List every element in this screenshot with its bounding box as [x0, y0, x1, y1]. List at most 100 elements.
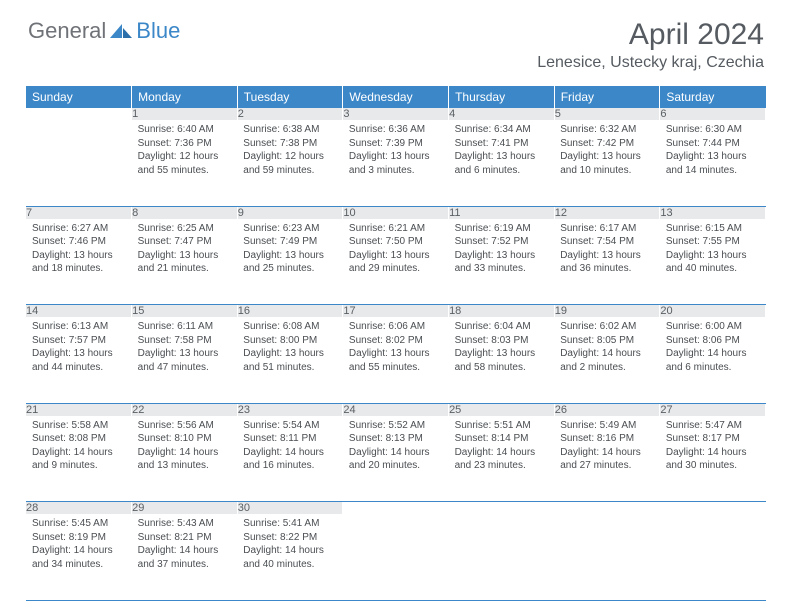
- day-cell: Sunrise: 6:06 AMSunset: 8:02 PMDaylight:…: [343, 317, 449, 403]
- day-cell: Sunrise: 6:38 AMSunset: 7:38 PMDaylight:…: [237, 120, 343, 206]
- sunrise-text: Sunrise: 6:11 AM: [138, 320, 232, 334]
- day-cell: Sunrise: 6:17 AMSunset: 7:54 PMDaylight:…: [554, 219, 660, 305]
- day-cell: Sunrise: 5:41 AMSunset: 8:22 PMDaylight:…: [237, 514, 343, 600]
- sunset-text: Sunset: 8:13 PM: [349, 432, 443, 446]
- day-cell: Sunrise: 6:11 AMSunset: 7:58 PMDaylight:…: [132, 317, 238, 403]
- day-cell: Sunrise: 5:58 AMSunset: 8:08 PMDaylight:…: [26, 416, 132, 502]
- sunrise-text: Sunrise: 6:25 AM: [138, 222, 232, 236]
- sunset-text: Sunset: 8:22 PM: [243, 531, 337, 545]
- day-number: 15: [132, 305, 238, 318]
- day-number: 7: [26, 206, 132, 219]
- day-number: [343, 502, 449, 515]
- day-number: 3: [343, 108, 449, 120]
- daylight-text: Daylight: 13 hours and 51 minutes.: [243, 347, 337, 374]
- week-row: Sunrise: 6:13 AMSunset: 7:57 PMDaylight:…: [26, 317, 766, 403]
- day-cell: [660, 514, 766, 600]
- sunrise-text: Sunrise: 6:27 AM: [32, 222, 126, 236]
- daylight-text: Daylight: 13 hours and 40 minutes.: [666, 249, 760, 276]
- day-cell: Sunrise: 6:00 AMSunset: 8:06 PMDaylight:…: [660, 317, 766, 403]
- sunrise-text: Sunrise: 6:19 AM: [455, 222, 549, 236]
- sunset-text: Sunset: 7:39 PM: [349, 137, 443, 151]
- daylight-text: Daylight: 13 hours and 21 minutes.: [138, 249, 232, 276]
- day-cell: Sunrise: 6:08 AMSunset: 8:00 PMDaylight:…: [237, 317, 343, 403]
- day-number: 10: [343, 206, 449, 219]
- sunset-text: Sunset: 8:06 PM: [666, 334, 760, 348]
- sunrise-text: Sunrise: 6:15 AM: [666, 222, 760, 236]
- day-cell: Sunrise: 6:32 AMSunset: 7:42 PMDaylight:…: [554, 120, 660, 206]
- sunrise-text: Sunrise: 5:47 AM: [666, 419, 760, 433]
- week-row: Sunrise: 6:40 AMSunset: 7:36 PMDaylight:…: [26, 120, 766, 206]
- day-number: 29: [132, 502, 238, 515]
- daylight-text: Daylight: 14 hours and 2 minutes.: [560, 347, 654, 374]
- sunset-text: Sunset: 7:55 PM: [666, 235, 760, 249]
- day-cell: Sunrise: 6:02 AMSunset: 8:05 PMDaylight:…: [554, 317, 660, 403]
- sunset-text: Sunset: 7:52 PM: [455, 235, 549, 249]
- sunset-text: Sunset: 8:08 PM: [32, 432, 126, 446]
- day-cell: Sunrise: 6:13 AMSunset: 7:57 PMDaylight:…: [26, 317, 132, 403]
- title-block: April 2024 Lenesice, Ustecky kraj, Czech…: [537, 18, 764, 72]
- day-cell: [343, 514, 449, 600]
- daylight-text: Daylight: 14 hours and 37 minutes.: [138, 544, 232, 571]
- daylight-text: Daylight: 14 hours and 16 minutes.: [243, 446, 337, 473]
- daynum-row: 123456: [26, 108, 766, 120]
- daylight-text: Daylight: 12 hours and 55 minutes.: [138, 150, 232, 177]
- sunrise-text: Sunrise: 6:40 AM: [138, 123, 232, 137]
- daylight-text: Daylight: 13 hours and 25 minutes.: [243, 249, 337, 276]
- sunrise-text: Sunrise: 6:06 AM: [349, 320, 443, 334]
- sunrise-text: Sunrise: 6:34 AM: [455, 123, 549, 137]
- sunset-text: Sunset: 7:47 PM: [138, 235, 232, 249]
- sunrise-text: Sunrise: 6:36 AM: [349, 123, 443, 137]
- day-cell: Sunrise: 6:30 AMSunset: 7:44 PMDaylight:…: [660, 120, 766, 206]
- sunrise-text: Sunrise: 6:23 AM: [243, 222, 337, 236]
- week-row: Sunrise: 6:27 AMSunset: 7:46 PMDaylight:…: [26, 219, 766, 305]
- day-cell: Sunrise: 5:49 AMSunset: 8:16 PMDaylight:…: [554, 416, 660, 502]
- sunset-text: Sunset: 7:54 PM: [560, 235, 654, 249]
- day-number: 17: [343, 305, 449, 318]
- sunset-text: Sunset: 8:05 PM: [560, 334, 654, 348]
- sunrise-text: Sunrise: 6:30 AM: [666, 123, 760, 137]
- daylight-text: Daylight: 14 hours and 20 minutes.: [349, 446, 443, 473]
- daylight-text: Daylight: 13 hours and 10 minutes.: [560, 150, 654, 177]
- sunrise-text: Sunrise: 6:00 AM: [666, 320, 760, 334]
- weekday-header: Tuesday: [237, 86, 343, 108]
- day-number: 30: [237, 502, 343, 515]
- sunrise-text: Sunrise: 6:13 AM: [32, 320, 126, 334]
- sunrise-text: Sunrise: 5:51 AM: [455, 419, 549, 433]
- weekday-header: Thursday: [449, 86, 555, 108]
- weekday-header: Sunday: [26, 86, 132, 108]
- sunset-text: Sunset: 7:36 PM: [138, 137, 232, 151]
- daylight-text: Daylight: 14 hours and 9 minutes.: [32, 446, 126, 473]
- sunrise-text: Sunrise: 5:43 AM: [138, 517, 232, 531]
- sunset-text: Sunset: 7:44 PM: [666, 137, 760, 151]
- day-cell: [26, 120, 132, 206]
- sunset-text: Sunset: 8:14 PM: [455, 432, 549, 446]
- weekday-header: Monday: [132, 86, 238, 108]
- day-cell: Sunrise: 6:27 AMSunset: 7:46 PMDaylight:…: [26, 219, 132, 305]
- day-cell: Sunrise: 5:47 AMSunset: 8:17 PMDaylight:…: [660, 416, 766, 502]
- sunset-text: Sunset: 8:19 PM: [32, 531, 126, 545]
- daylight-text: Daylight: 13 hours and 44 minutes.: [32, 347, 126, 374]
- weekday-header: Wednesday: [343, 86, 449, 108]
- daynum-row: 14151617181920: [26, 305, 766, 318]
- page-title: April 2024: [537, 18, 764, 52]
- daylight-text: Daylight: 14 hours and 13 minutes.: [138, 446, 232, 473]
- sunset-text: Sunset: 7:38 PM: [243, 137, 337, 151]
- day-number: 13: [660, 206, 766, 219]
- daylight-text: Daylight: 13 hours and 33 minutes.: [455, 249, 549, 276]
- sunset-text: Sunset: 7:41 PM: [455, 137, 549, 151]
- daynum-row: 78910111213: [26, 206, 766, 219]
- daylight-text: Daylight: 13 hours and 3 minutes.: [349, 150, 443, 177]
- day-number: 12: [554, 206, 660, 219]
- day-number: 8: [132, 206, 238, 219]
- day-number: 9: [237, 206, 343, 219]
- day-cell: Sunrise: 6:40 AMSunset: 7:36 PMDaylight:…: [132, 120, 238, 206]
- day-cell: Sunrise: 6:36 AMSunset: 7:39 PMDaylight:…: [343, 120, 449, 206]
- sunrise-text: Sunrise: 5:41 AM: [243, 517, 337, 531]
- daylight-text: Daylight: 14 hours and 27 minutes.: [560, 446, 654, 473]
- sunrise-text: Sunrise: 5:54 AM: [243, 419, 337, 433]
- day-cell: Sunrise: 5:54 AMSunset: 8:11 PMDaylight:…: [237, 416, 343, 502]
- day-number: 11: [449, 206, 555, 219]
- day-number: 2: [237, 108, 343, 120]
- sunset-text: Sunset: 7:58 PM: [138, 334, 232, 348]
- daylight-text: Daylight: 14 hours and 34 minutes.: [32, 544, 126, 571]
